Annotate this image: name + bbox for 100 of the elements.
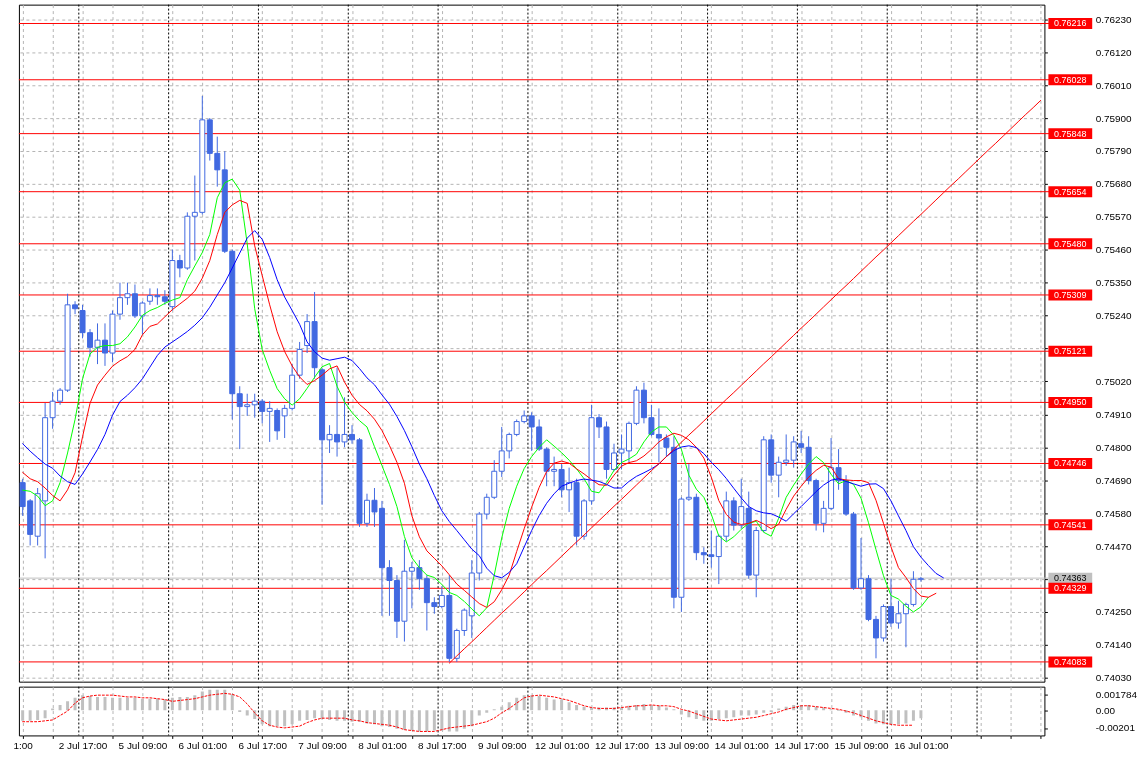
y-tick-label: 0.75460 [1095, 244, 1133, 256]
x-tick-label: 9 Jul 09:00 [477, 739, 528, 751]
y-tick-label: 0.74690 [1095, 474, 1133, 486]
x-tick-label: 2 Jul 17:00 [58, 739, 108, 751]
ref-line-label: 0.74541 [1054, 519, 1087, 530]
bar [163, 699, 167, 711]
y-tick-label: 0.75020 [1095, 375, 1133, 387]
bar [148, 698, 152, 711]
bar [305, 710, 309, 720]
y-tick-label: 0.001784 [1095, 688, 1138, 700]
ref-line-label: 0.75121 [1054, 346, 1087, 357]
x-tick-label: 8 Jul 01:00 [358, 739, 408, 751]
x-tick-label: 5 Jul 09:00 [118, 739, 168, 751]
ref-line-label: 0.74329 [1054, 583, 1087, 594]
x-tick-label: 12 Jul 01:00 [535, 739, 590, 751]
bar [432, 710, 436, 731]
y-tick-label: 0.76230 [1095, 13, 1133, 25]
bar [133, 697, 137, 711]
y-tick-label: 0.74030 [1095, 672, 1133, 684]
bar [268, 710, 272, 727]
y-tick-label: 0.75350 [1095, 277, 1133, 289]
bar [867, 710, 871, 721]
y-tick-label: 0.74910 [1095, 408, 1133, 420]
bar [283, 710, 287, 727]
y-tick-label: 0.74580 [1095, 507, 1133, 519]
bar [724, 710, 728, 719]
ref-line-label: 0.74363 [1054, 573, 1087, 584]
ref-line-label: 0.76028 [1054, 74, 1087, 85]
bar [66, 701, 70, 711]
bar [395, 710, 399, 729]
bar [462, 710, 466, 729]
x-tick-label: 8 Jul 17:00 [418, 739, 468, 751]
bar [545, 697, 549, 711]
y-tick-label: 0.75570 [1095, 211, 1133, 223]
bar [732, 710, 736, 718]
bar [125, 697, 129, 711]
bar [118, 697, 122, 711]
bar [762, 710, 766, 713]
bar [679, 710, 683, 715]
bar [223, 689, 227, 711]
bar [185, 696, 189, 711]
bar [43, 710, 47, 719]
bar [455, 710, 459, 732]
bar [470, 710, 474, 727]
y-tick-label: 0.75900 [1095, 112, 1133, 124]
bar [904, 710, 908, 724]
bar [709, 710, 713, 721]
bar [754, 710, 758, 715]
bar [313, 710, 317, 719]
x-tick-label: 16 Jul 01:00 [894, 739, 949, 751]
bar [245, 710, 249, 716]
x-tick-label: 14 Jul 01:00 [714, 739, 770, 751]
bar [537, 696, 541, 711]
bar [911, 710, 915, 721]
x-tick-label: 12 Jul 17:00 [594, 739, 650, 751]
y-tick-label: 0.74250 [1095, 606, 1133, 618]
bar [567, 702, 571, 711]
line-series [22, 230, 944, 579]
bar [402, 710, 406, 730]
bar [477, 710, 481, 716]
ref-line-label: 0.76216 [1054, 18, 1087, 29]
ref-line-label: 0.75480 [1054, 238, 1087, 249]
y-tick-label: 0.74140 [1095, 639, 1133, 651]
bar [372, 710, 376, 725]
bar [425, 710, 429, 732]
bar [298, 710, 302, 721]
x-tick-label: 13 Jul 09:00 [654, 739, 710, 751]
bar [36, 710, 40, 720]
bar [208, 689, 212, 711]
bar [380, 710, 384, 727]
x-tick-label: 14 Jul 17:00 [774, 739, 830, 751]
bar [215, 689, 219, 711]
bar [335, 710, 339, 721]
bar [343, 710, 347, 721]
bar [522, 695, 526, 711]
bar [193, 695, 197, 711]
x-tick-label: 15 Jul 09:00 [834, 739, 890, 751]
bar [96, 696, 100, 711]
bar [58, 704, 62, 711]
bar [88, 696, 92, 711]
y-tick-label: 0.75240 [1095, 310, 1133, 322]
bar [365, 710, 369, 724]
x-tick-label: 1:00 [13, 739, 34, 751]
x-tick-label: 6 Jul 17:00 [238, 739, 288, 751]
bar [896, 710, 900, 725]
ref-line-label: 0.74083 [1054, 656, 1087, 667]
bar [575, 704, 579, 711]
y-tick-label: -0.00201 [1095, 722, 1136, 734]
y-tick-label: 0.74800 [1095, 441, 1133, 453]
bar [717, 710, 721, 720]
bar [657, 705, 661, 711]
y-tick-label: 0.75680 [1095, 178, 1133, 190]
ref-line-label: 0.75654 [1054, 186, 1087, 197]
y-tick-label: 0.00 [1095, 704, 1116, 716]
ref-line-label: 0.75309 [1054, 289, 1087, 300]
y-tick-label: 0.74470 [1095, 540, 1133, 552]
ref-line-label: 0.74746 [1054, 458, 1087, 469]
bar [155, 698, 159, 711]
ref-line-label: 0.75848 [1054, 128, 1087, 139]
y-tick-label: 0.76010 [1095, 79, 1133, 91]
